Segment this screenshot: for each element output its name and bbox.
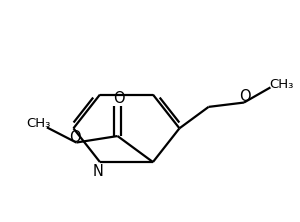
Text: O: O (113, 91, 125, 106)
Text: CH₃: CH₃ (269, 78, 294, 91)
Text: O: O (239, 89, 250, 104)
Text: O: O (69, 130, 81, 145)
Text: N: N (93, 164, 104, 179)
Text: CH₃: CH₃ (26, 117, 50, 130)
